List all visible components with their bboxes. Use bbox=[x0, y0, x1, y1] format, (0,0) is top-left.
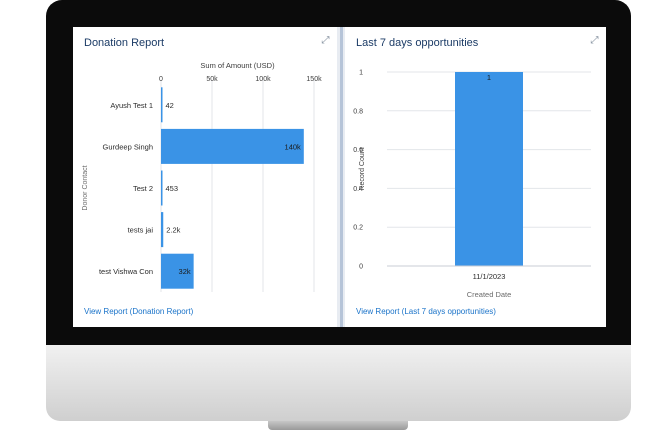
monitor-chin bbox=[46, 345, 631, 421]
expand-icon[interactable]: ⤢ bbox=[321, 35, 330, 46]
bar bbox=[161, 170, 163, 206]
donation-report-panel: Donation Report ⤢ Sum of Amount (USD) 0 50… bbox=[73, 27, 337, 327]
data-label: 453 bbox=[166, 184, 179, 193]
opportunities-panel: Last 7 days opportunities ⤢ 0 0.2 0.4 0.6 0.… bbox=[345, 27, 606, 327]
x-tick-label: 150k bbox=[306, 76, 322, 83]
x-tick-label: 50k bbox=[206, 76, 218, 83]
x-tick-label: 0 bbox=[159, 76, 163, 83]
category-label: Gurdeep Singh bbox=[103, 142, 153, 151]
category-label: Test 2 bbox=[133, 184, 153, 193]
donation-bar-chart: Sum of Amount (USD) 0 50k 100k 150k Donor Con… bbox=[82, 61, 322, 292]
x-axis-title: Sum of Amount (USD) bbox=[200, 61, 275, 70]
bar bbox=[161, 87, 163, 123]
panel-divider-line bbox=[340, 27, 343, 327]
y-tick-label: 0.8 bbox=[353, 108, 363, 115]
category-label: test Vishwa Con bbox=[99, 267, 153, 276]
bar bbox=[161, 212, 164, 248]
y-tick-label: 1 bbox=[359, 70, 363, 77]
data-label: 2.2k bbox=[166, 226, 180, 235]
x-tick-label: 11/1/2023 bbox=[473, 272, 506, 281]
panel-title: Last 7 days opportunities bbox=[356, 37, 479, 49]
y-tick-label: 0.4 bbox=[353, 186, 363, 193]
data-label: 42 bbox=[166, 101, 174, 110]
bar bbox=[455, 72, 523, 266]
category-label: Ayush Test 1 bbox=[110, 101, 153, 110]
expand-icon[interactable]: ⤢ bbox=[590, 35, 599, 46]
x-tick-label: 100k bbox=[255, 76, 271, 83]
bar bbox=[161, 253, 194, 289]
data-label: 1 bbox=[487, 73, 491, 82]
y-axis-title: Donor Contact bbox=[82, 165, 89, 210]
dashboard-screen: Donation Report ⤢ Sum of Amount (USD) 0 50… bbox=[73, 27, 606, 327]
monitor-stand bbox=[268, 421, 408, 430]
view-report-link[interactable]: View Report (Last 7 days opportunities) bbox=[356, 307, 496, 316]
view-report-link[interactable]: View Report (Donation Report) bbox=[84, 307, 194, 316]
category-label: tests jai bbox=[128, 226, 154, 235]
data-label: 32k bbox=[179, 267, 191, 276]
y-tick-label: 0.2 bbox=[353, 225, 363, 232]
y-tick-label: 0.6 bbox=[353, 147, 363, 154]
x-axis-title: Created Date bbox=[467, 290, 512, 299]
y-tick-label: 0 bbox=[359, 264, 363, 271]
panel-title: Donation Report bbox=[84, 37, 165, 49]
opportunities-bar-chart: 0 0.2 0.4 0.6 0.8 1 Record Count 1 11/1/2023 Crea… bbox=[353, 70, 591, 299]
data-label: 140k bbox=[285, 142, 302, 151]
bar bbox=[161, 128, 304, 164]
y-axis-title: Record Count bbox=[359, 147, 366, 190]
